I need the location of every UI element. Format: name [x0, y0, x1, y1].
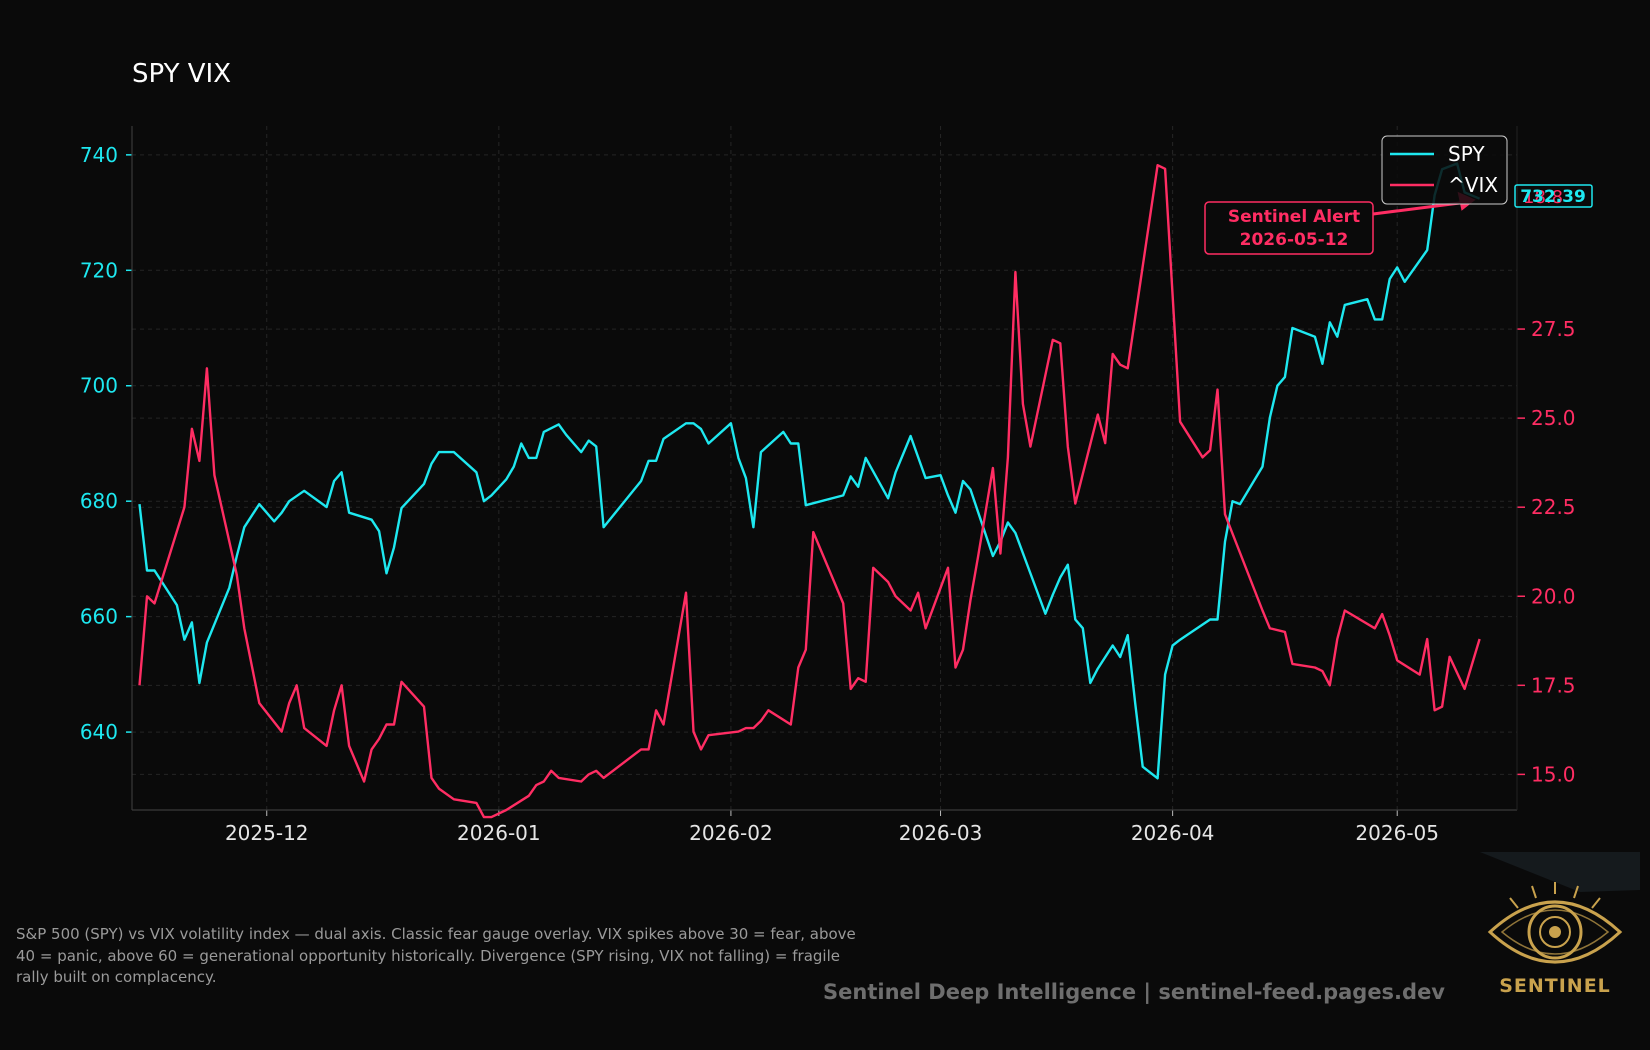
- spy-last-value-box: [1514, 184, 1593, 208]
- chart-caption: S&P 500 (SPY) vs VIX volatility index — …: [16, 925, 856, 986]
- y-left-tick-label: 700: [80, 374, 118, 398]
- chart-title: SPY VIX: [132, 59, 231, 89]
- spy-line: [138, 162, 1481, 780]
- y-left-tick-label: 740: [80, 143, 118, 167]
- annotation-box: [1204, 201, 1374, 255]
- eye-logo-icon: [1487, 882, 1623, 964]
- y-right-tick-label: 15.0: [1531, 762, 1576, 786]
- y-right-tick-label: 27.5: [1531, 317, 1576, 341]
- axes: 2025-12 2026-01 2026-02 2026-03 2026-04 2026-…: [80, 126, 1576, 845]
- y-left-tick-label: 640: [80, 720, 118, 744]
- y-left-tick-label: 660: [80, 605, 118, 629]
- x-tick-label: 2026-05: [1355, 821, 1439, 845]
- x-tick-label: 2025-12: [225, 821, 309, 845]
- x-tick-label: 2026-04: [1131, 821, 1215, 845]
- dual-axis-line-chart: SPY VIX 2025-12 2026-01 2026-02 2026-03 2026…: [80, 59, 1593, 845]
- y-left-tick-label: 720: [80, 258, 118, 282]
- x-tick-label: 2026-03: [899, 821, 983, 845]
- series-lines: [138, 162, 1481, 819]
- legend-label-vix: ^VIX: [1448, 173, 1498, 197]
- y-right-tick-label: 25.0: [1531, 406, 1576, 430]
- y-right-tick-label: 22.5: [1531, 495, 1576, 519]
- legend-label-spy: SPY: [1448, 142, 1485, 166]
- y-right-tick-label: 20.0: [1531, 584, 1576, 608]
- legend: SPY ^VIX: [1381, 135, 1508, 205]
- x-tick-label: 2026-02: [689, 821, 773, 845]
- logo-text: SENTINEL: [1499, 975, 1611, 997]
- y-right-tick-label: 17.5: [1531, 673, 1576, 697]
- x-tick-label: 2026-01: [457, 821, 541, 845]
- y-left-tick-label: 680: [80, 489, 118, 513]
- spy-last-value: 732.39: [1520, 187, 1586, 207]
- vix-last-value: 18.8: [1523, 187, 1563, 208]
- annotation-date: 2026-05-12: [1240, 230, 1349, 250]
- annotation-title: Sentinel Alert: [1228, 207, 1360, 227]
- grid: [132, 126, 1517, 810]
- footer-credit: Sentinel Deep Intelligence | sentinel-fe…: [823, 980, 1445, 1004]
- vix-line: [138, 164, 1481, 819]
- sentinel-logo: SENTINEL: [1480, 852, 1640, 997]
- sentinel-alert-annotation: Sentinel Alert 2026-05-12: [1204, 191, 1476, 255]
